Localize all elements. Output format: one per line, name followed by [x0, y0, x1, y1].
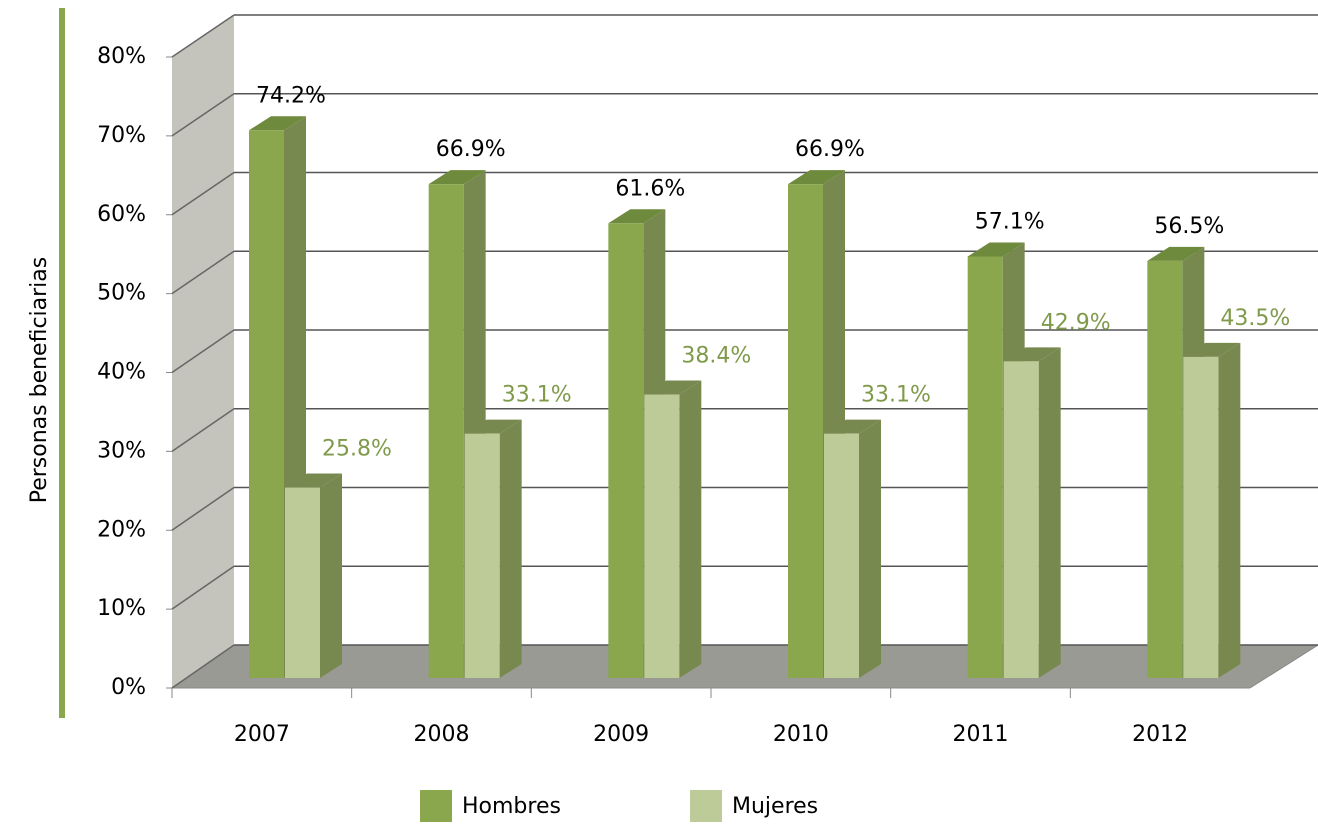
bar-top [464, 419, 522, 434]
floor-edge [1249, 644, 1318, 689]
bar-top [1183, 342, 1241, 357]
y-tick-label: 70% [97, 123, 146, 148]
y-tick-label: 60% [97, 202, 146, 227]
bar-side [1218, 342, 1241, 678]
grid-line-side [171, 250, 235, 295]
grid-line-side [171, 329, 235, 374]
grid-line-side [171, 14, 235, 58]
bar [824, 433, 859, 678]
x-tick-label: 2012 [1132, 722, 1188, 747]
accent-bar [59, 8, 65, 718]
y-tick-label: 80% [97, 44, 146, 69]
y-tick-label: 50% [97, 281, 146, 306]
bar-top [1003, 347, 1061, 362]
x-tick-label: 2009 [593, 722, 649, 747]
bar [608, 223, 644, 679]
grid-line-side [171, 171, 235, 216]
x-tick-label: 2007 [234, 722, 290, 747]
bar-side [499, 419, 522, 678]
value-label: 66.9% [795, 137, 865, 162]
bar [285, 487, 320, 678]
bar [967, 256, 1003, 678]
bar-top [824, 419, 881, 434]
bar [249, 130, 284, 678]
bar-top [967, 242, 1025, 257]
legend-swatch [690, 790, 722, 822]
bar-side [1038, 347, 1061, 678]
value-label: 33.1% [502, 383, 572, 408]
value-label: 43.5% [1220, 306, 1290, 331]
legend-swatch [420, 790, 452, 822]
x-tick-label: 2011 [953, 722, 1009, 747]
x-tick-label: 2010 [773, 722, 829, 747]
bar [1003, 361, 1039, 678]
value-label: 38.4% [681, 344, 751, 369]
bar-side [859, 419, 881, 678]
bar-top [285, 473, 342, 488]
value-label: 25.8% [322, 437, 392, 462]
y-tick-label: 20% [97, 517, 146, 542]
bar [788, 184, 823, 678]
grid-line-side [171, 408, 235, 452]
bar [1183, 356, 1219, 678]
bar-top [1147, 246, 1205, 261]
grid-line-side [171, 93, 235, 137]
bar-top [428, 170, 486, 185]
bar-side [320, 473, 342, 678]
y-tick-label: 30% [97, 438, 146, 463]
grid-line-side [171, 644, 235, 689]
x-tick-label: 2008 [414, 722, 470, 747]
bar-top [249, 116, 306, 131]
value-label: 33.1% [861, 383, 931, 408]
bar [428, 184, 464, 678]
legend-label: Hombres [462, 794, 561, 819]
y-tick-label: 0% [111, 675, 146, 700]
grid-line-side [171, 565, 235, 610]
value-label: 56.5% [1154, 214, 1224, 239]
floor [172, 645, 1318, 688]
value-label: 61.6% [615, 176, 685, 201]
bar-side [679, 380, 702, 678]
legend-label: Mujeres [732, 794, 818, 819]
bar [644, 394, 680, 678]
bar-top [608, 209, 666, 224]
value-label: 74.2% [256, 83, 326, 108]
bar [464, 433, 500, 678]
grid-line-side [171, 486, 235, 531]
y-tick-label: 40% [97, 360, 146, 385]
bar-top [788, 170, 845, 185]
bar [1147, 260, 1183, 678]
bar-top [644, 380, 702, 395]
y-axis-title: Personas beneficiarias [27, 257, 52, 504]
y-tick-label: 10% [97, 596, 146, 621]
value-label: 57.1% [975, 209, 1045, 234]
value-label: 66.9% [436, 137, 506, 162]
value-label: 42.9% [1041, 310, 1111, 335]
